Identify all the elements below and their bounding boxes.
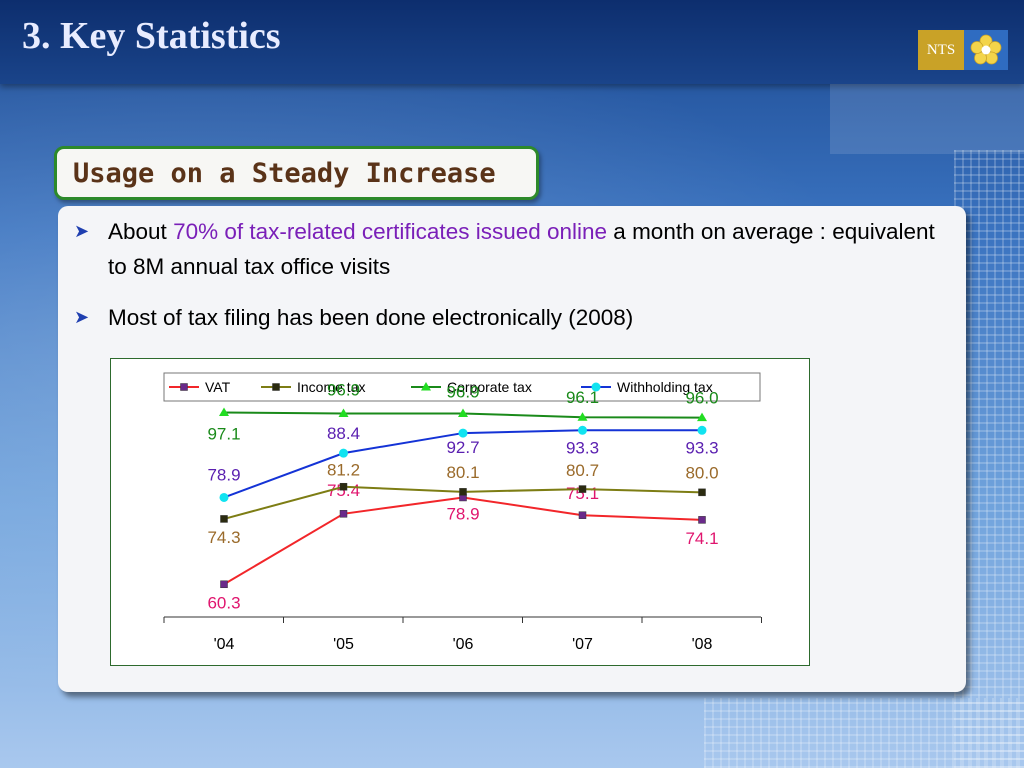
data-label: 96.9: [327, 380, 360, 399]
data-label: 78.9: [207, 465, 240, 484]
data-point: [458, 408, 468, 417]
subtitle-box: Usage on a Steady Increase: [54, 146, 539, 200]
subtitle: Usage on a Steady Increase: [73, 157, 496, 189]
data-point: [339, 448, 348, 458]
legend-marker: [591, 382, 601, 392]
data-point: [578, 485, 587, 493]
data-label: 80.1: [446, 463, 479, 482]
data-point: [578, 425, 587, 435]
data-label: 96.1: [566, 388, 599, 407]
bullet-electronic-filing: ➤ Most of tax filing has been done elect…: [74, 300, 944, 335]
series-withholding-tax: 78.9 88.4 92.7 93.3 93.3: [207, 424, 719, 502]
legend-marker: [421, 382, 431, 391]
data-point: [459, 488, 467, 496]
x-tick-label: '08: [692, 636, 713, 653]
data-point: [339, 510, 348, 518]
data-point: [338, 408, 349, 417]
data-point: [458, 428, 468, 438]
arrow-bullet-icon: ➤: [74, 307, 90, 327]
data-point: [220, 580, 228, 589]
legend-marker: [180, 383, 188, 391]
title-bar: [0, 0, 1024, 84]
x-tick-label: '07: [572, 636, 593, 653]
data-point: [698, 516, 706, 524]
data-label: 93.3: [566, 438, 599, 457]
legend-label: Withholding tax: [617, 379, 713, 395]
series-vat: 60.375.478.975.174.1: [207, 481, 718, 612]
data-label: 74.1: [685, 529, 718, 548]
x-tick-label: '06: [453, 636, 474, 653]
data-point: [339, 482, 348, 491]
legend-label: VAT: [205, 379, 231, 395]
bullet-text: About 70% of tax-related certificates is…: [108, 214, 944, 284]
data-label: 60.3: [207, 593, 240, 612]
plot-area: 60.375.478.975.174.174.3 81.2 80.1 80.7 80.0…: [207, 380, 718, 612]
data-point: [220, 515, 228, 523]
bullet-suffix: a month on average : equivalent to 8M an…: [108, 219, 935, 279]
title-bar-accent: [830, 84, 1024, 154]
data-label: 81.2: [327, 461, 360, 480]
legend-marker: [272, 383, 280, 391]
bullet-online-certificates: ➤ About 70% of tax-related certificates …: [74, 214, 944, 284]
arrow-bullet-icon: ➤: [74, 221, 90, 241]
data-label: 96.0: [685, 389, 718, 408]
legend-label: Corporate tax: [447, 379, 532, 395]
nts-logo: NTS: [918, 30, 1008, 70]
data-point: [219, 407, 229, 417]
x-tick-label: '05: [333, 636, 354, 653]
data-label: 74.3: [207, 528, 240, 547]
series-income-tax: 74.3 81.2 80.1 80.7 80.0: [207, 461, 718, 547]
bullet-highlight: 70% of tax-related certificates issued o…: [173, 219, 608, 244]
data-label: 97.1: [207, 425, 240, 444]
chart-legend: VAT Income tax Corporate tax Withholding ta…: [163, 372, 761, 402]
x-tick-label: '04: [214, 636, 235, 653]
flower-icon: [964, 30, 1008, 70]
bullet-prefix: About: [108, 219, 174, 244]
series-corporate-tax: 97.1 96.9 96.9 96.1 96.0: [207, 380, 718, 443]
x-axis: '04 '05 '06 '07 '08: [163, 616, 762, 653]
data-point: [697, 425, 707, 435]
data-label: 88.4: [327, 424, 360, 443]
data-point: [578, 511, 587, 519]
slide-title: 3. Key Statistics: [22, 15, 281, 57]
data-label: 78.9: [446, 504, 479, 523]
data-label: 96.9: [446, 382, 479, 401]
logo-text: NTS: [918, 30, 964, 70]
data-label: 92.7: [446, 438, 479, 457]
data-point: [698, 488, 706, 497]
data-label: 80.7: [566, 461, 599, 480]
data-label: 93.3: [685, 438, 718, 457]
legend-label: Income tax: [297, 379, 365, 395]
data-point: [697, 412, 707, 422]
bullet-text: Most of tax filing has been done electro…: [108, 305, 634, 330]
line-chart: VAT Income tax Corporate tax Withholding ta…: [163, 372, 762, 653]
data-label: 80.0: [685, 463, 718, 482]
chart-frame: VAT Income tax Corporate tax Withholding ta…: [110, 358, 810, 666]
data-point: [577, 412, 588, 421]
background-grid-pattern-bottom: [704, 698, 1024, 768]
data-point: [219, 492, 229, 502]
